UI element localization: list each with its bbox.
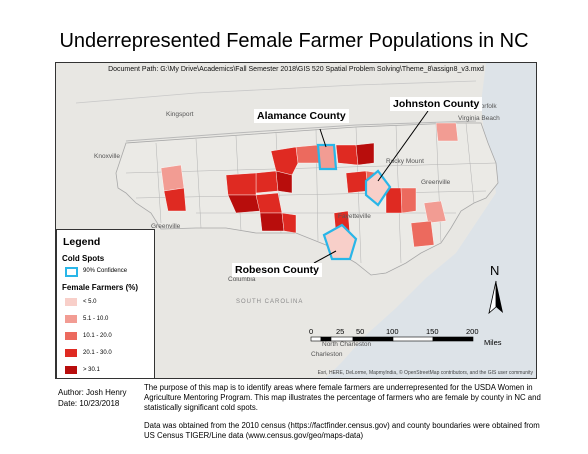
author-name: Author: Josh Henry (58, 388, 127, 397)
scale-tick: 100 (386, 327, 399, 336)
callout-johnston: Johnston County (390, 97, 483, 111)
city-label: Greenville (151, 223, 181, 230)
legend-class-label: 20.1 - 30.0 (83, 350, 112, 356)
legend-class-label: 10.1 - 20.0 (83, 333, 112, 339)
scale-tick: 200 (466, 327, 479, 336)
scale-tick: 150 (426, 327, 439, 336)
legend-title: Legend (63, 236, 101, 248)
map-frame: Document Path: G:\My Drive\Academics\Fal… (55, 62, 537, 379)
city-label: Knoxville (94, 153, 121, 160)
legend-swatch (65, 298, 77, 306)
city-label: Greenville (421, 179, 451, 186)
city-label: Norfolk (476, 103, 497, 110)
legend-class-label: 5.1 - 10.0 (83, 316, 109, 322)
state-label-south-carolina: SOUTH CAROLINA (236, 299, 304, 305)
city-label: Fayetteville (338, 213, 371, 220)
robeson-county-coldspot (322, 223, 358, 261)
legend-swatch (65, 332, 77, 340)
city-label: North Charleston (322, 341, 372, 348)
scale-tick: 25 (336, 327, 345, 336)
state-boundary-tn (75, 80, 477, 104)
map-credits: Esri, HERE, DeLorme, MapmyIndia, © OpenS… (317, 370, 533, 376)
legend-cold-header: Cold Spots (62, 254, 105, 263)
legend-swatch (65, 349, 77, 357)
scale-bar (310, 336, 474, 342)
city-label: Rocky Mount (386, 158, 424, 165)
legend: Legend Cold Spots 90% Confidence Female … (56, 229, 155, 378)
alamance-county-coldspot (316, 143, 338, 171)
author-block: Author: Josh Henry Date: 10/23/2018 (58, 387, 126, 409)
johnston-county-coldspot (364, 169, 392, 207)
document-path: Document Path: G:\My Drive\Academics\Fal… (108, 66, 484, 73)
county-fills (160, 122, 459, 248)
legend-class-label: > 30.1 (83, 367, 100, 373)
author-date: Date: 10/23/2018 (58, 399, 120, 408)
legend-class-label: < 5.0 (83, 299, 97, 305)
city-label: Kingsport (166, 111, 194, 118)
scale-tick: 0 (309, 327, 314, 336)
city-label: Charleston (311, 351, 343, 358)
map-title: Underrepresented Female Farmer Populatio… (59, 30, 529, 52)
callout-leaders (313, 110, 429, 264)
description-sources: Data was obtained from the 2010 census (… (144, 421, 540, 440)
north-carolina (115, 122, 499, 276)
legend-cold-swatch (65, 267, 78, 277)
callout-robeson: Robeson County (232, 263, 322, 277)
city-label: Virginia Beach (458, 115, 500, 122)
cold-spots (316, 143, 392, 261)
description: The purpose of this map is to identify a… (144, 383, 549, 449)
north-label: N (490, 263, 500, 278)
legend-female-header: Female Farmers (%) (62, 283, 139, 292)
scale-tick: 50 (356, 327, 365, 336)
city-label: Columbia (228, 276, 256, 283)
description-purpose: The purpose of this map is to identify a… (144, 383, 541, 412)
legend-cold-label: 90% Confidence (83, 268, 128, 274)
north-arrow (488, 280, 503, 315)
legend-swatch (65, 315, 77, 323)
callout-alamance: Alamance County (254, 109, 349, 123)
state-boundary-va-nc (125, 120, 477, 142)
scale-units: Miles (484, 338, 502, 347)
legend-swatch (65, 366, 77, 374)
